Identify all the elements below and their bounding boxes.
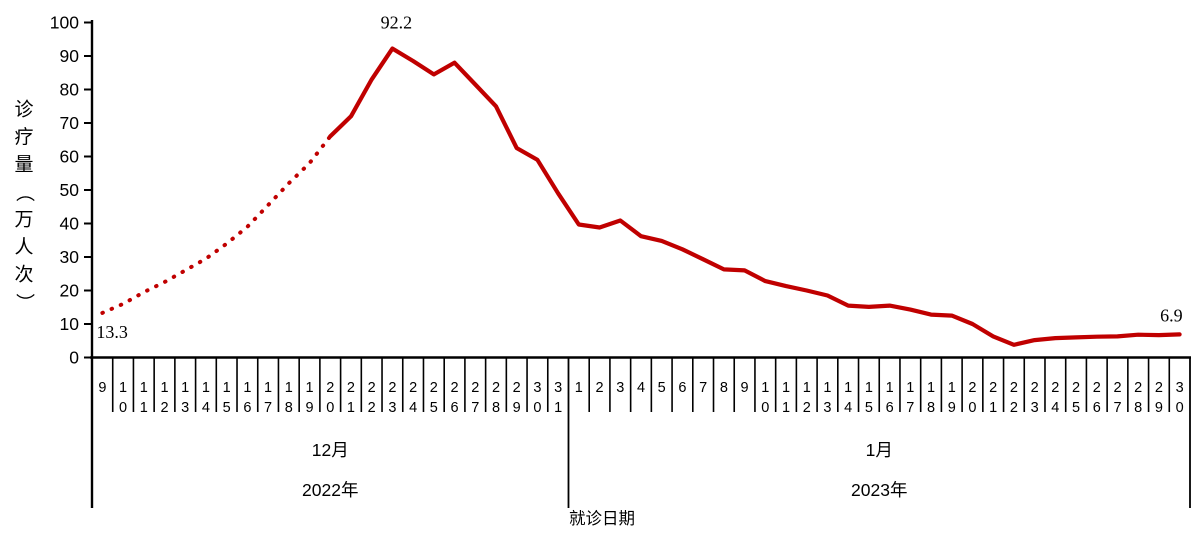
month-label: 1月 [866,440,893,460]
y-tick-label: 40 [60,214,80,234]
y-tick-label: 50 [60,180,80,200]
x-day-label: 1 [575,380,583,396]
x-day-label: 7 [699,380,707,396]
month-label: 12月 [312,440,349,460]
y-axis-title-char: ） [14,293,36,312]
x-day-label: 6 [678,380,686,396]
year-label: 2022年 [302,480,358,500]
y-tick-label: 10 [60,314,80,334]
x-day-label: 4 [637,380,645,396]
y-tick-label: 80 [60,80,80,100]
x-day-label: 2 [596,380,604,396]
y-tick-label: 0 [69,348,79,368]
data-value-label-92-2: 92.2 [381,13,413,33]
x-day-label: 3 [616,380,624,396]
x-axis-title: 就诊日期 [569,509,635,528]
data-value-label-13-3: 13.3 [96,322,128,342]
treatment-volume-line-dotted [100,134,333,315]
x-day-label: 9 [98,380,106,396]
y-axis-title-char: 诊 [14,99,33,121]
treatment-volume-line-solid [328,46,1182,347]
y-tick-label: 20 [60,281,80,301]
y-axis-title-char: 次 [14,264,33,286]
y-axis-title-char: 疗 [14,126,33,148]
x-day-label: 9 [741,380,749,396]
y-tick-label: 100 [50,13,79,33]
y-axis-title-char: 人 [14,236,33,258]
y-axis-title-char: 量 [14,155,33,176]
year-label: 2023年 [851,480,907,500]
y-tick-label: 60 [60,147,80,167]
y-tick-label: 70 [60,113,80,133]
data-value-label-6-9: 6.9 [1160,305,1183,325]
y-axis-ticks: 0 10 20 30 40 50 60 70 80 90 100 [50,13,92,368]
y-axis-title-char: （ [14,183,36,202]
y-axis-title: 诊疗量 （ 万人次 ） [14,99,36,313]
x-axis-categories: 9 1 01 11 21 31 41 51 61 71 81 92 02 12 22 32 42 52 62 72 82… [98,357,1184,416]
y-tick-label: 30 [60,247,80,267]
y-tick-label: 90 [60,46,80,66]
y-axis-title-char: 万 [14,210,33,231]
x-day-label: 8 [720,380,728,396]
x-day-label: 5 [658,380,666,396]
